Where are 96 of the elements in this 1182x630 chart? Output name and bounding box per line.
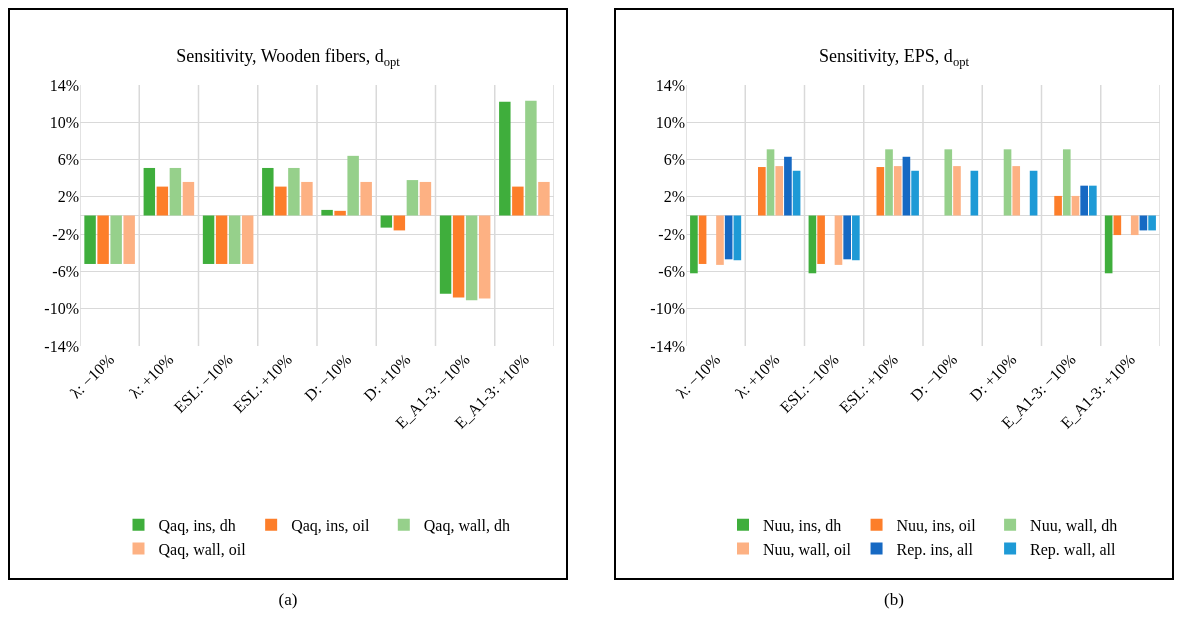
bar: [885, 149, 893, 216]
text: (b): [883, 590, 905, 610]
bar: [953, 166, 961, 216]
chart-title: Sensitivity, Wooden fibers, d$_{opt}$: [176, 46, 401, 70]
bar: [733, 215, 742, 261]
bar: [275, 186, 287, 216]
bar: [288, 167, 300, 216]
bar: [1089, 185, 1097, 216]
bar: [1062, 149, 1071, 216]
bar: [843, 215, 851, 260]
y-tick-label: -10%: [650, 300, 685, 318]
bar: [944, 149, 953, 216]
bar: [758, 167, 766, 216]
bar: [766, 149, 775, 216]
legend-label: Nuu, wall, dh: [1030, 516, 1118, 534]
bar: [1071, 195, 1080, 216]
bar: [143, 167, 156, 216]
bar: [911, 170, 919, 216]
bar: [1012, 166, 1021, 216]
bar: [439, 215, 452, 294]
bar: [393, 215, 406, 231]
bar: [1080, 185, 1088, 216]
bar: [182, 181, 195, 216]
legend-label: Qaq, wall, oil: [158, 540, 247, 559]
bar: [123, 215, 135, 264]
y-tick-label: 10%: [655, 113, 685, 131]
bar: [321, 209, 333, 216]
bar: [1104, 215, 1113, 274]
y-tick-label: -2%: [52, 225, 79, 243]
legend-label: Rep. ins, all: [896, 540, 974, 559]
bar: [690, 215, 698, 274]
bar: [538, 181, 550, 216]
y-tick-label: -14%: [650, 337, 685, 355]
bar: [775, 166, 784, 216]
y-tick-label: 14%: [655, 76, 685, 94]
bar: [876, 167, 885, 216]
bar: [347, 155, 359, 216]
bar: [202, 215, 215, 264]
bar: [852, 215, 860, 261]
legend-label: Rep. wall, all: [1030, 540, 1116, 559]
bar: [156, 186, 169, 216]
bar: [902, 156, 911, 216]
bar: [169, 167, 182, 216]
bar: [1148, 215, 1156, 231]
bar: [792, 170, 801, 216]
legend-label: Qaq, ins, dh: [158, 516, 236, 535]
bar: [499, 101, 511, 216]
bar: [478, 215, 491, 299]
bar: [724, 215, 733, 260]
bar: [970, 170, 979, 216]
bar: [97, 215, 109, 264]
bar: [784, 156, 792, 216]
y-tick-label: 14%: [49, 76, 79, 94]
y-tick-label: -10%: [44, 300, 79, 318]
bar: [452, 215, 465, 298]
legend-label: Nuu, ins, dh: [763, 516, 842, 534]
bar: [834, 215, 843, 265]
bar: [1003, 149, 1012, 216]
bar: [525, 100, 537, 216]
bar: [698, 215, 707, 264]
bar: [380, 215, 393, 228]
y-tick-label: -6%: [658, 263, 685, 281]
bar: [262, 167, 274, 216]
bar: [301, 181, 313, 216]
y-tick-label: -14%: [44, 337, 79, 355]
y-tick-label: 6%: [663, 151, 685, 169]
bar: [334, 210, 346, 216]
bar: [228, 215, 241, 264]
bar: [808, 215, 817, 274]
bar: [1029, 170, 1038, 216]
bar: [419, 181, 432, 216]
bar: [817, 215, 825, 264]
y-tick-label: -2%: [658, 225, 685, 243]
bar: [241, 215, 254, 264]
bar: [716, 215, 724, 265]
bar: [893, 166, 902, 216]
bar: [1054, 195, 1062, 216]
bar: [512, 186, 524, 216]
y-tick-label: -6%: [52, 263, 79, 281]
y-tick-label: 10%: [49, 113, 79, 131]
bar: [215, 215, 228, 264]
bar: [360, 181, 372, 216]
bar: [84, 215, 96, 264]
bar: [406, 180, 419, 216]
text: (a): [277, 590, 299, 610]
bar: [110, 215, 122, 264]
chart-title: Sensitivity, EPS, d$_{opt}$: [819, 46, 970, 70]
y-tick-label: 2%: [663, 188, 685, 206]
bar: [1130, 215, 1139, 236]
y-tick-label: 2%: [57, 188, 79, 206]
legend-label: Qaq, wall, dh: [423, 516, 510, 535]
legend-label: Qaq, ins, oil: [291, 516, 370, 535]
legend-label: Nuu, ins, oil: [896, 516, 977, 534]
legend-label: Nuu, wall, oil: [763, 540, 852, 558]
bar: [465, 215, 478, 301]
y-tick-label: 6%: [57, 151, 79, 169]
